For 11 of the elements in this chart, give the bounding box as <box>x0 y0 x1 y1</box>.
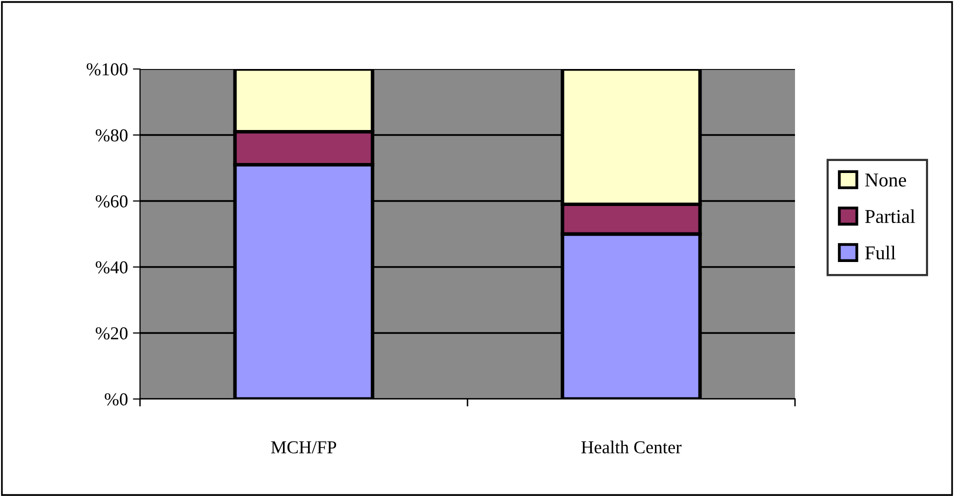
legend-label: Partial <box>865 209 915 224</box>
legend-label: Full <box>865 246 896 260</box>
x-tick-label: Health Center <box>581 440 682 454</box>
y-tick-label: %80 <box>96 129 128 142</box>
x-tick-label: MCH/FP <box>271 441 336 454</box>
y-tick-label: %60 <box>96 195 128 208</box>
y-tick-label: %20 <box>96 327 128 340</box>
y-tick-label: %100 <box>86 63 128 76</box>
legend-label: None <box>865 174 906 187</box>
y-tick-label: %0 <box>104 393 128 406</box>
y-tick-label: %40 <box>96 261 128 274</box>
